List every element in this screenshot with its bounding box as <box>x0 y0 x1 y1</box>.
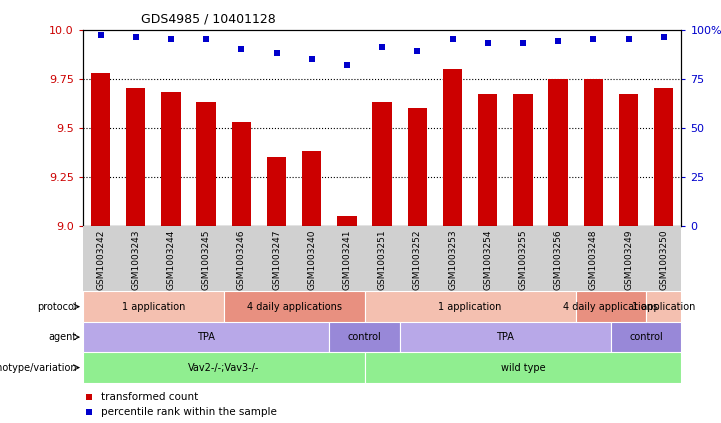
Text: GSM1003243: GSM1003243 <box>131 229 140 290</box>
Point <box>341 62 353 69</box>
Bar <box>373 102 392 226</box>
Text: GSM1003240: GSM1003240 <box>307 229 317 290</box>
Bar <box>478 94 497 226</box>
Point <box>588 36 599 43</box>
Text: GDS4985 / 10401128: GDS4985 / 10401128 <box>141 12 275 25</box>
Text: transformed count: transformed count <box>101 392 198 402</box>
Bar <box>365 352 681 383</box>
Bar <box>646 291 681 322</box>
Point <box>517 40 528 47</box>
Point <box>94 32 106 39</box>
Text: GSM1003246: GSM1003246 <box>236 229 246 290</box>
Bar <box>91 73 110 226</box>
Text: GSM1003245: GSM1003245 <box>202 229 211 290</box>
Bar <box>549 79 568 226</box>
Text: wild type: wild type <box>500 363 545 373</box>
Text: GSM1003253: GSM1003253 <box>448 229 457 290</box>
Point <box>306 56 317 63</box>
Bar <box>611 322 681 352</box>
Bar <box>231 122 251 226</box>
Bar <box>302 151 322 226</box>
Text: 1 application: 1 application <box>632 302 696 312</box>
Point <box>623 36 634 43</box>
Text: protocol: protocol <box>37 302 77 312</box>
Text: control: control <box>348 332 381 342</box>
Point <box>412 48 423 55</box>
Text: genotype/variation: genotype/variation <box>0 363 77 373</box>
Bar <box>83 352 365 383</box>
Bar <box>443 69 462 226</box>
Point <box>376 44 388 51</box>
Text: GSM1003249: GSM1003249 <box>624 229 633 290</box>
Text: 1 application: 1 application <box>438 302 502 312</box>
Point <box>200 36 212 43</box>
Point <box>236 46 247 52</box>
Bar <box>196 102 216 226</box>
Text: TPA: TPA <box>496 332 514 342</box>
Bar <box>267 157 286 226</box>
Text: GSM1003252: GSM1003252 <box>413 229 422 290</box>
Text: GSM1003241: GSM1003241 <box>342 229 351 290</box>
Bar <box>126 88 146 226</box>
Text: GSM1003244: GSM1003244 <box>167 229 175 289</box>
Bar <box>407 108 427 226</box>
Text: GSM1003242: GSM1003242 <box>96 229 105 289</box>
Bar <box>224 291 365 322</box>
Text: TPA: TPA <box>197 332 215 342</box>
Point <box>552 38 564 45</box>
Bar <box>513 94 533 226</box>
Text: GSM1003250: GSM1003250 <box>659 229 668 290</box>
Bar <box>329 322 399 352</box>
Bar <box>337 216 357 226</box>
Text: Vav2-/-;Vav3-/-: Vav2-/-;Vav3-/- <box>188 363 260 373</box>
Point <box>447 36 459 43</box>
Text: 4 daily applications: 4 daily applications <box>563 302 658 312</box>
Text: control: control <box>629 332 663 342</box>
Text: agent: agent <box>49 332 77 342</box>
Bar <box>83 322 329 352</box>
Bar <box>365 291 576 322</box>
Text: 1 application: 1 application <box>122 302 185 312</box>
Bar <box>584 79 603 226</box>
Text: 4 daily applications: 4 daily applications <box>247 302 342 312</box>
Text: GSM1003251: GSM1003251 <box>378 229 386 290</box>
Point <box>658 34 670 41</box>
Text: percentile rank within the sample: percentile rank within the sample <box>101 407 277 417</box>
Point <box>482 40 493 47</box>
Bar <box>654 88 673 226</box>
Point <box>130 34 141 41</box>
Text: GSM1003247: GSM1003247 <box>272 229 281 290</box>
Text: GSM1003254: GSM1003254 <box>483 229 492 290</box>
Bar <box>619 94 638 226</box>
Point <box>165 36 177 43</box>
Bar <box>399 322 611 352</box>
Text: GSM1003256: GSM1003256 <box>554 229 562 290</box>
Text: GSM1003248: GSM1003248 <box>589 229 598 290</box>
Bar <box>83 291 224 322</box>
Bar <box>162 92 180 226</box>
Point <box>271 50 283 57</box>
Text: GSM1003255: GSM1003255 <box>518 229 528 290</box>
Bar <box>576 291 646 322</box>
